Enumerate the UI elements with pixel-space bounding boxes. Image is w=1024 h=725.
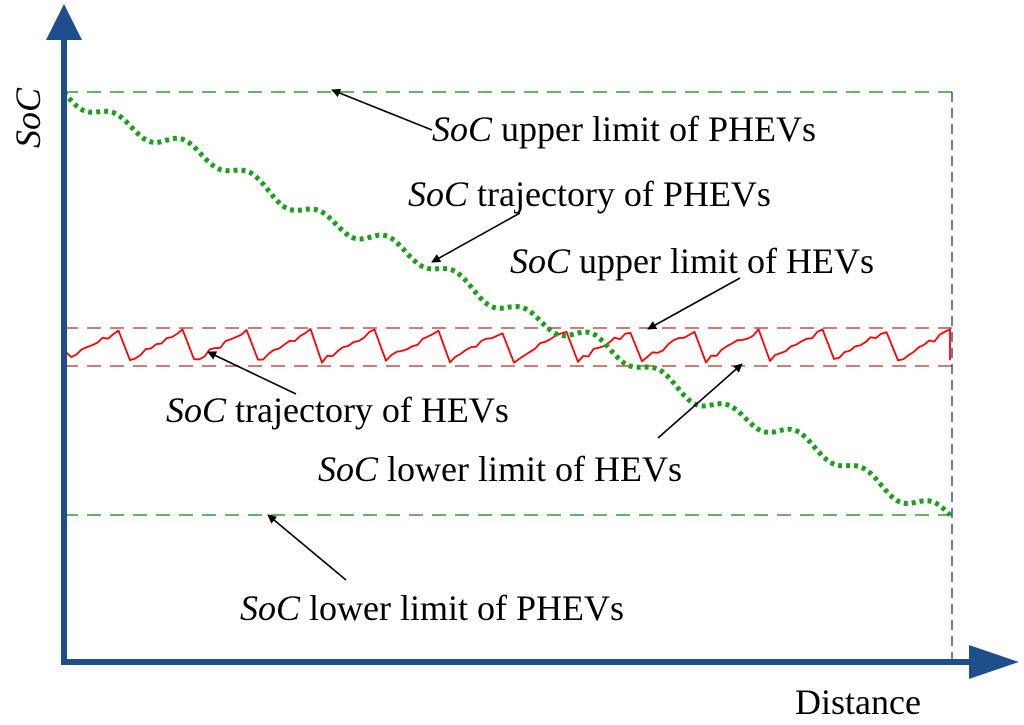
phev-trajectory-label: SoC trajectory of PHEVs — [408, 174, 771, 214]
hev-upper-arrow — [647, 277, 741, 330]
hev-upper-limit-label: SoC upper limit of HEVs — [510, 241, 874, 281]
hev-traj-arrow — [207, 351, 297, 395]
phev-soc-trajectory — [62, 90, 952, 517]
hev-trajectory-label: SoC trajectory of HEVs — [166, 390, 509, 430]
hev-lower-arrow — [657, 363, 743, 439]
phev-lower-arrow — [267, 514, 347, 581]
phev-traj-arrow — [431, 212, 521, 263]
phev-upper-arrow — [331, 88, 433, 131]
x-axis-arrowhead — [969, 645, 1019, 679]
phev-upper-limit-label: SoC upper limit of PHEVs — [432, 109, 816, 149]
x-axis-label: Distance — [795, 682, 921, 722]
hev-soc-trajectory — [65, 328, 951, 364]
y-axis-label: SoC — [8, 87, 48, 148]
y-axis-arrowhead — [46, 4, 82, 40]
hev-lower-limit-label: SoC lower limit of HEVs — [318, 449, 682, 489]
phev-lower-limit-label: SoC lower limit of PHEVs — [240, 588, 624, 628]
